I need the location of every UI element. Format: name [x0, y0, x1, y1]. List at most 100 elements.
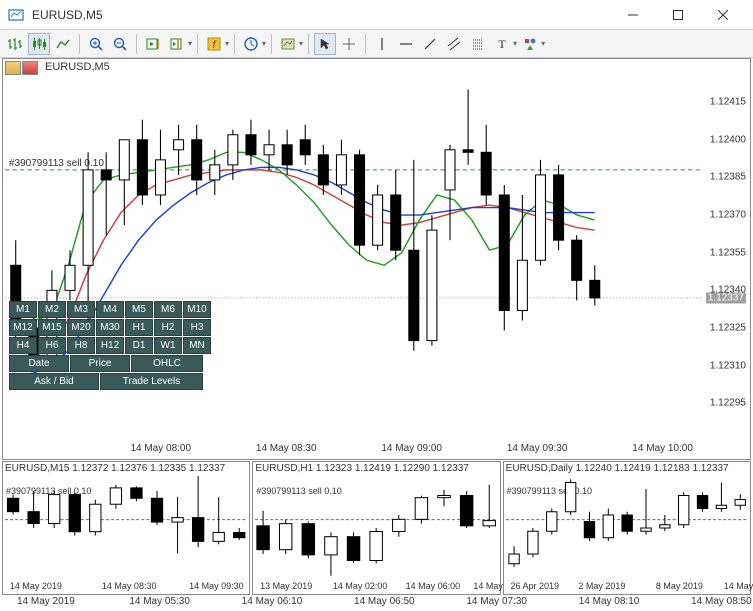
x-tick-label: 14 May 05:30 — [129, 596, 190, 607]
app-icon — [8, 7, 24, 23]
trendline-button[interactable] — [419, 33, 441, 55]
x-tick-label: 14 May 08:00 — [130, 443, 191, 454]
tf-m6-button[interactable]: M6 — [154, 301, 182, 318]
y-tick-label: 1.12400 — [710, 134, 746, 145]
order-label: #390799113 sell 0.10 — [9, 158, 104, 169]
mini-chart-0[interactable]: EURUSD,M15 1.12372 1.12376 1.12335 1.123… — [2, 461, 250, 595]
x-tick-label: 14 May 06:00 — [406, 581, 461, 591]
tf-d1-button[interactable]: D1 — [125, 337, 153, 354]
candles-chart-button[interactable] — [28, 33, 50, 55]
tf-tradelevels-button[interactable]: Trade Levels — [100, 373, 203, 390]
x-tick-label: 2 May 2019 — [578, 581, 625, 591]
tf-h3-button[interactable]: H3 — [183, 319, 211, 336]
minimize-button[interactable] — [610, 0, 655, 29]
x-tick-label: 14 May 2019 — [10, 581, 62, 591]
x-tick-label: 14 May 08:30 — [256, 443, 317, 454]
bars-chart-button[interactable] — [4, 33, 26, 55]
templates-button[interactable] — [277, 33, 299, 55]
tf-w1-button[interactable]: W1 — [154, 337, 182, 354]
tf-ohlc-button[interactable]: OHLC — [131, 355, 203, 372]
tf-m15-button[interactable]: M15 — [38, 319, 66, 336]
workspace: EURUSD,M5 #390799113 sell 0.10 1.12295 1.… — [0, 58, 753, 611]
tf-askbid-button[interactable]: Ask / Bid — [9, 373, 99, 390]
cursor-button[interactable] — [314, 33, 336, 55]
x-tick-label: 26 Apr 2019 — [511, 581, 560, 591]
chart-tab-icon[interactable] — [5, 61, 21, 75]
tf-m12-button[interactable]: M12 — [9, 319, 37, 336]
vertical-line-button[interactable] — [371, 33, 393, 55]
y-tick-label: 1.12325 — [710, 323, 746, 334]
y-tick-label: 1.12385 — [710, 172, 746, 183]
x-tick-label: 14 May 09:30 — [189, 581, 244, 591]
x-tick-label: 8 May 2019 — [656, 581, 703, 591]
mini-chart-2[interactable]: EURUSD,Daily 1.12240 1.12419 1.12183 1.1… — [503, 461, 751, 595]
titlebar: EURUSD,M5 — [0, 0, 753, 30]
mini-chart-1[interactable]: EURUSD,H1 1.12323 1.12419 1.12290 1.1233… — [252, 461, 500, 595]
tf-price-button[interactable]: Price — [70, 355, 130, 372]
equidistant-channel-button[interactable] — [443, 33, 465, 55]
crosshair-button[interactable] — [338, 33, 360, 55]
tf-m10-button[interactable]: M10 — [183, 301, 211, 318]
mini-chart-title: EURUSD,Daily 1.12240 1.12419 1.12183 1.1… — [506, 463, 729, 474]
tf-m2-button[interactable]: M2 — [38, 301, 66, 318]
tf-m3-button[interactable]: M3 — [67, 301, 95, 318]
tf-m1-button[interactable]: M1 — [9, 301, 37, 318]
indicators-button[interactable]: f — [203, 33, 225, 55]
tf-h12-button[interactable]: H12 — [96, 337, 124, 354]
zoom-in-button[interactable] — [85, 33, 107, 55]
x-tick-label: 14 May — [724, 581, 753, 591]
y-tick-label: 1.12295 — [710, 398, 746, 409]
chart-tab-icon[interactable] — [22, 61, 38, 75]
y-tick-label: 1.12370 — [710, 210, 746, 221]
shift-end-button[interactable] — [166, 33, 188, 55]
x-tick-label: 14 May 10:00 — [632, 443, 693, 454]
mini-charts-row: EURUSD,M15 1.12372 1.12376 1.12335 1.123… — [2, 461, 751, 595]
x-tick-label: 14 May 08:10 — [579, 596, 640, 607]
horizontal-line-button[interactable] — [395, 33, 417, 55]
tf-h4-button[interactable]: H4 — [9, 337, 37, 354]
tf-m30-button[interactable]: M30 — [96, 319, 124, 336]
window-title: EURUSD,M5 — [32, 8, 610, 22]
maximize-button[interactable] — [655, 0, 700, 29]
chart-mini-tabs — [5, 61, 38, 75]
y-tick-label: 1.12355 — [710, 247, 746, 258]
main-chart[interactable]: EURUSD,M5 #390799113 sell 0.10 1.12295 1.… — [2, 58, 751, 460]
tf-h8-button[interactable]: H8 — [67, 337, 95, 354]
tf-m5-button[interactable]: M5 — [125, 301, 153, 318]
x-tick-label: 14 May 08:50 — [691, 596, 752, 607]
tf-h1-button[interactable]: H1 — [125, 319, 153, 336]
price-indicator: 1.12337 — [706, 292, 746, 303]
tf-m20-button[interactable]: M20 — [67, 319, 95, 336]
mini-chart-title: EURUSD,H1 1.12323 1.12419 1.12290 1.1233… — [255, 463, 469, 474]
tf-h6-button[interactable]: H6 — [38, 337, 66, 354]
x-tick-label: 14 May 07:30 — [466, 596, 527, 607]
svg-text:T: T — [498, 37, 506, 51]
scroll-end-button[interactable] — [142, 33, 164, 55]
mini-chart-title: EURUSD,M15 1.12372 1.12376 1.12335 1.123… — [5, 463, 225, 474]
x-tick-label: 14 May — [473, 581, 503, 591]
y-axis: 1.122951.123101.123251.123401.123551.123… — [704, 77, 748, 441]
tf-mn-button[interactable]: MN — [183, 337, 211, 354]
zoom-out-button[interactable] — [109, 33, 131, 55]
tf-m4-button[interactable]: M4 — [96, 301, 124, 318]
chart-title: EURUSD,M5 — [45, 61, 110, 73]
x-tick-label: 14 May 2019 — [17, 596, 75, 607]
timeframe-panel: M1M2M3M4M5M6M10 M12M15M20M30H1H2H3 H4H6H8H… — [9, 301, 211, 391]
tf-h2-button[interactable]: H2 — [154, 319, 182, 336]
periods-button[interactable] — [240, 33, 262, 55]
x-tick-label: 14 May 09:00 — [381, 443, 442, 454]
bottom-x-axis: 14 May 2019 14 May 05:30 14 May 06:10 14 Ma… — [2, 596, 751, 610]
x-tick-label: 14 May 02:00 — [333, 581, 388, 591]
text-label-button[interactable]: T — [491, 33, 513, 55]
x-axis: 14 May 08:00 14 May 08:30 14 May 09:00 14 M… — [5, 443, 702, 457]
x-tick-label: 14 May 08:30 — [102, 581, 157, 591]
line-chart-button[interactable] — [52, 33, 74, 55]
tf-date-button[interactable]: Date — [9, 355, 69, 372]
y-tick-label: 1.12415 — [710, 97, 746, 108]
x-tick-label: 14 May 06:10 — [242, 596, 303, 607]
close-button[interactable] — [700, 0, 745, 29]
y-tick-label: 1.12310 — [710, 360, 746, 371]
fibonacci-button[interactable] — [467, 33, 489, 55]
objects-button[interactable] — [519, 33, 541, 55]
x-tick-label: 13 May 2019 — [260, 581, 312, 591]
